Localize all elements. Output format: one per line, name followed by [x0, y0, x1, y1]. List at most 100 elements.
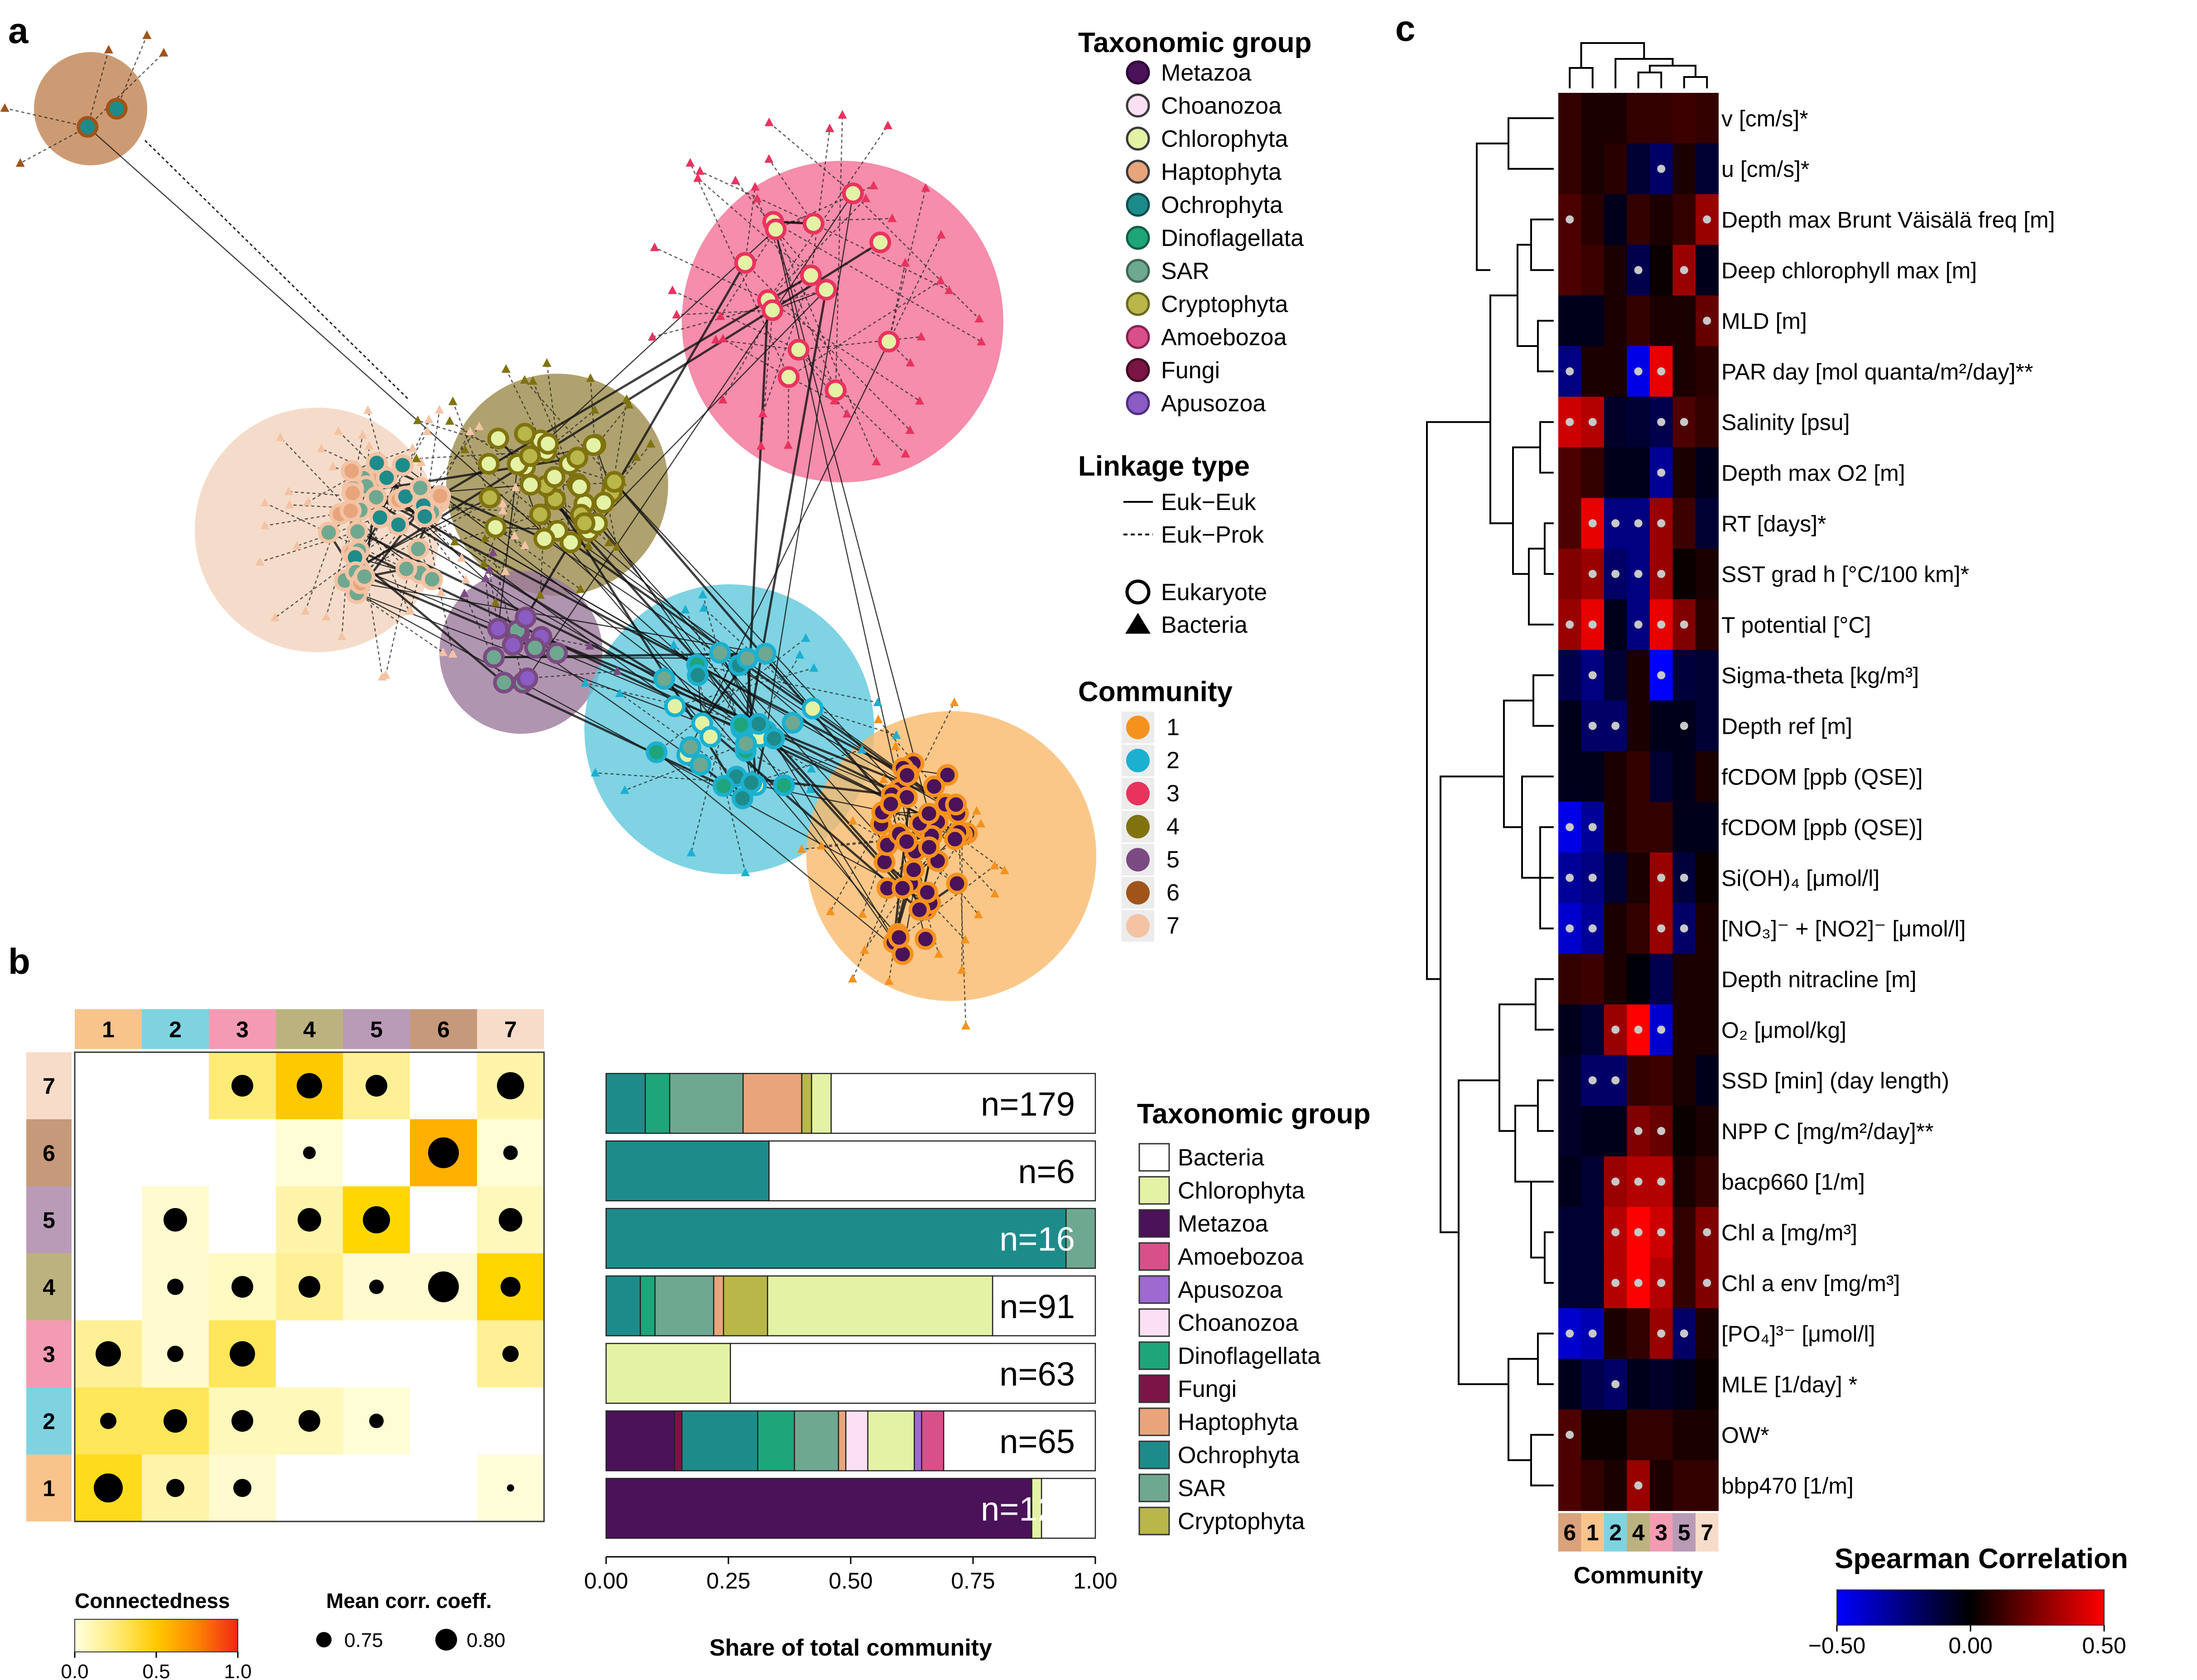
col-header-swatch	[142, 1009, 209, 1049]
community-axis-title: Community	[1574, 1562, 1703, 1589]
bar-legend-label: Cryptophyta	[1178, 1508, 1305, 1535]
legend-community-swatch	[1126, 815, 1150, 838]
correlation-cell	[1627, 751, 1650, 802]
eukaryote-node	[740, 771, 762, 794]
dendrogram-branch	[1530, 218, 1554, 271]
community-header-swatch	[1558, 1513, 1581, 1552]
euk-prok-edge	[590, 378, 596, 445]
correlation-cell	[1650, 700, 1673, 751]
bacteria-node	[501, 364, 511, 373]
eukaryote-node	[664, 695, 686, 717]
correlation-cell	[1696, 1055, 1719, 1106]
legend-taxon-swatch	[1126, 259, 1150, 283]
legend-taxon-label: Chlorophyta	[1161, 126, 1288, 152]
dendrogram-branch	[1530, 1434, 1554, 1487]
significance-dot	[1566, 1329, 1574, 1338]
eukaryote-node	[936, 764, 959, 786]
eukaryote-node	[916, 881, 939, 904]
correlation-cell	[1696, 1106, 1719, 1157]
dendrogram-branch	[1532, 674, 1554, 727]
eukaryote-node	[366, 452, 388, 474]
bar-n-label: n=6	[1018, 1153, 1075, 1190]
correlation-cell	[1604, 751, 1627, 802]
euk-euk-edge	[613, 481, 892, 805]
eukaryote-node	[699, 726, 722, 748]
mean-corr-dot	[303, 1146, 316, 1159]
significance-dot	[1588, 620, 1597, 629]
bacteria-node	[809, 663, 819, 672]
bar-legend-label: Amoebozoa	[1178, 1244, 1304, 1270]
euk-prok-edge	[835, 115, 843, 390]
bar-legend-swatch	[1138, 1507, 1170, 1536]
community-header-swatch	[1672, 1513, 1696, 1552]
bacteria-node	[435, 405, 444, 414]
euk-prok-edge	[722, 310, 773, 400]
correlation-cell	[1672, 1409, 1696, 1461]
significance-dot	[1588, 722, 1597, 730]
correlation-cell	[1558, 650, 1581, 701]
mean-corr-dot	[164, 1208, 187, 1232]
dendrogram-branch	[1539, 421, 1554, 474]
euk-prok-edge	[877, 719, 935, 787]
bacteria-node	[716, 311, 725, 320]
legend-community-label: 4	[1166, 814, 1180, 840]
significance-dot	[1566, 873, 1574, 882]
eukaryote-node	[747, 713, 770, 735]
eukaryote-node	[487, 428, 509, 450]
correlation-cell	[1604, 396, 1627, 448]
correlation-cell	[1672, 1207, 1696, 1258]
eukaryote-node	[479, 486, 501, 509]
bacteria-node	[0, 103, 10, 112]
eukaryote-node	[353, 566, 376, 588]
community-header-label: 6	[1563, 1520, 1576, 1545]
mean-corr-dot	[428, 1271, 459, 1302]
bacteria-node	[783, 440, 793, 449]
correlation-cell	[1581, 1004, 1604, 1055]
correlation-cell	[1650, 751, 1673, 802]
legend-taxon-swatch	[1126, 292, 1150, 316]
eukaryote-node	[946, 872, 968, 895]
eukaryote-node	[524, 637, 546, 659]
eukaryote-node	[515, 607, 537, 629]
row-label: SSD [min] (day length)	[1721, 1068, 1949, 1093]
eukaryote-node	[559, 531, 582, 554]
significance-dot	[1703, 1228, 1711, 1237]
correlation-cell	[1672, 1106, 1696, 1157]
eukaryote-node	[781, 712, 804, 734]
correlation-cell	[1627, 650, 1650, 701]
euk-prok-edge	[489, 570, 499, 629]
dendrogram-branch	[1530, 1180, 1554, 1259]
eukaryote-node	[915, 928, 937, 950]
community-header-swatch	[1604, 1513, 1627, 1552]
significance-dot	[1657, 1329, 1666, 1338]
bacteria-node	[590, 405, 599, 414]
bacteria-node	[858, 909, 867, 918]
eukaryote-node	[815, 279, 837, 301]
mean-corr-dot	[167, 1346, 183, 1362]
bacteria-node	[457, 553, 467, 562]
significance-dot	[1680, 873, 1688, 882]
bacteria-node	[624, 400, 634, 409]
significance-dot	[1657, 671, 1666, 679]
eukaryote-node	[923, 775, 945, 798]
correlation-cell	[1696, 396, 1719, 448]
bar-legend-label: Choanozoa	[1178, 1310, 1298, 1336]
mean-corr-dot	[369, 1280, 384, 1294]
dendrogram-branch	[1512, 446, 1540, 575]
bacteria-node	[695, 166, 705, 175]
col-header-swatch	[343, 1009, 410, 1049]
euk-euk-edge	[402, 465, 742, 726]
heatmap-frame	[74, 1051, 545, 1522]
bacteria-node	[580, 678, 590, 687]
bacteria-node	[805, 784, 815, 793]
dendrogram-branch	[1569, 67, 1594, 88]
bacteria-node	[921, 183, 930, 192]
bar-n-label: n=65	[999, 1423, 1075, 1460]
euk-prok-edge	[798, 349, 906, 455]
legend-community-swatch	[1126, 749, 1150, 772]
bacteria-node	[284, 486, 294, 496]
legend-eukaryote-circle-icon	[1125, 579, 1151, 605]
bacteria-node	[801, 633, 810, 642]
bacteria-node	[807, 764, 816, 773]
colorbar-title: Spearman Correlation	[1835, 1543, 2128, 1574]
